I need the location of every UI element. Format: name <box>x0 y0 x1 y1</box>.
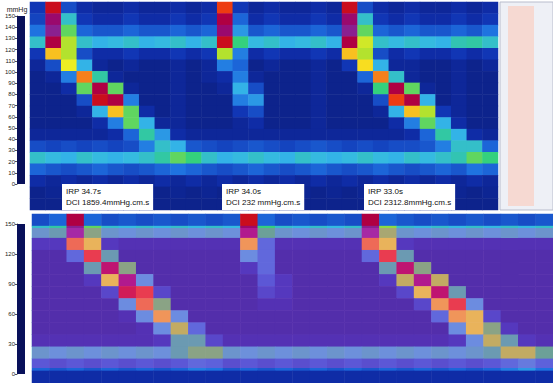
svg-text:DCI 232 mmHg.cm.s: DCI 232 mmHg.cm.s <box>226 198 300 207</box>
svg-text:150: 150 <box>5 221 16 227</box>
svg-text:DCI 1859.4mmHg.cm.s: DCI 1859.4mmHg.cm.s <box>66 198 149 207</box>
svg-text:140: 140 <box>5 24 16 30</box>
svg-text:10: 10 <box>8 170 15 176</box>
svg-text:20: 20 <box>8 159 15 165</box>
svg-text:0: 0 <box>12 181 16 187</box>
svg-text:0: 0 <box>12 371 16 377</box>
svg-text:120: 120 <box>5 251 16 257</box>
svg-text:mmHg: mmHg <box>6 6 28 13</box>
svg-text:60: 60 <box>8 311 15 317</box>
svg-text:IRP 34.0s: IRP 34.0s <box>226 187 261 196</box>
svg-text:120: 120 <box>5 47 16 53</box>
svg-text:100: 100 <box>5 69 16 75</box>
svg-text:90: 90 <box>8 80 15 86</box>
svg-text:70: 70 <box>8 103 15 109</box>
svg-text:110: 110 <box>5 58 15 64</box>
svg-text:30: 30 <box>8 147 15 153</box>
svg-text:90: 90 <box>8 281 15 287</box>
svg-text:80: 80 <box>8 91 15 97</box>
svg-text:60: 60 <box>8 114 15 120</box>
svg-text:DCI 2312.8mmHg.cm.s: DCI 2312.8mmHg.cm.s <box>368 198 451 207</box>
svg-text:IRP 33.0s: IRP 33.0s <box>368 187 403 196</box>
svg-text:150: 150 <box>5 13 16 19</box>
svg-text:IRP 34.7s: IRP 34.7s <box>66 187 101 196</box>
svg-text:130: 130 <box>5 35 16 41</box>
svg-text:30: 30 <box>8 341 15 347</box>
svg-text:40: 40 <box>8 136 15 142</box>
svg-text:50: 50 <box>8 125 15 131</box>
